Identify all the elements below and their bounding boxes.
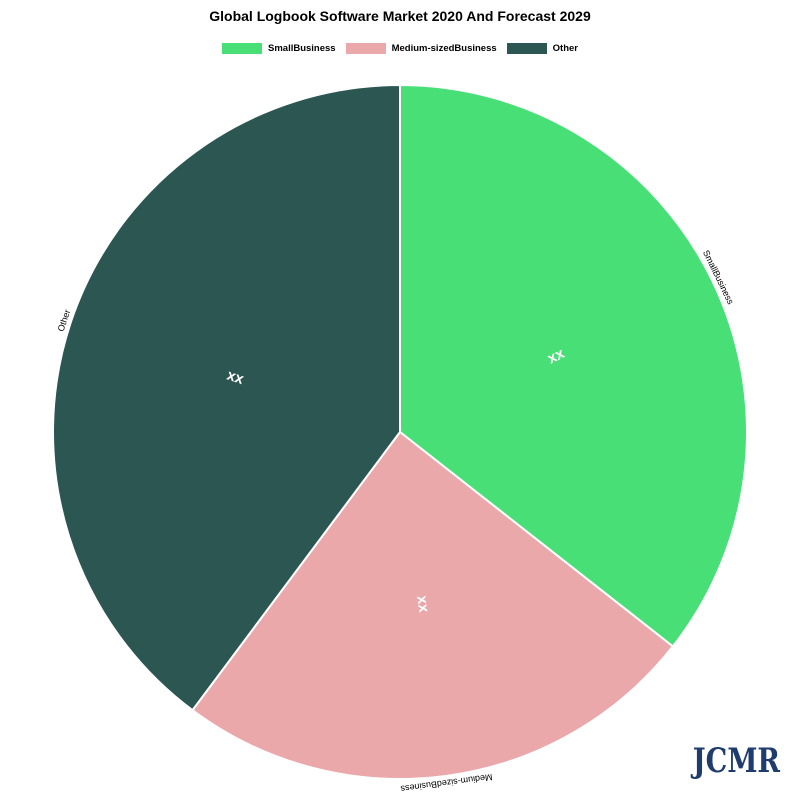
legend-label-other: Other [552,43,578,54]
pie-slice-other[interactable] [52,83,401,712]
legend-label-smallbusiness: SmallBusiness [268,43,336,54]
legend-item-other[interactable]: Other [506,43,578,54]
data-label-medium-sized-business: xx [413,595,432,614]
legend-label-medium-sized-business: Medium-sizedBusiness [391,43,497,54]
jcmr-logo: JCMR [692,741,780,781]
legend-swatch-medium-sized-business [345,43,386,54]
chart-title: Global Logbook Software Market 2020 And … [209,8,591,24]
data-label-other: xx [225,367,247,389]
chart-legend: SmallBusiness Medium-sizedBusiness Other [0,43,800,54]
legend-swatch-smallbusiness [222,43,262,54]
pie-slice-medium-sized-business[interactable] [191,430,675,780]
data-label-smallbusiness: xx [545,345,568,368]
legend-item-smallbusiness[interactable]: SmallBusiness [222,43,336,54]
legend-swatch-other [506,43,547,54]
pie-slice-smallbusiness[interactable] [399,83,748,648]
legend-item-medium-sized-business[interactable]: Medium-sizedBusiness [345,43,497,54]
